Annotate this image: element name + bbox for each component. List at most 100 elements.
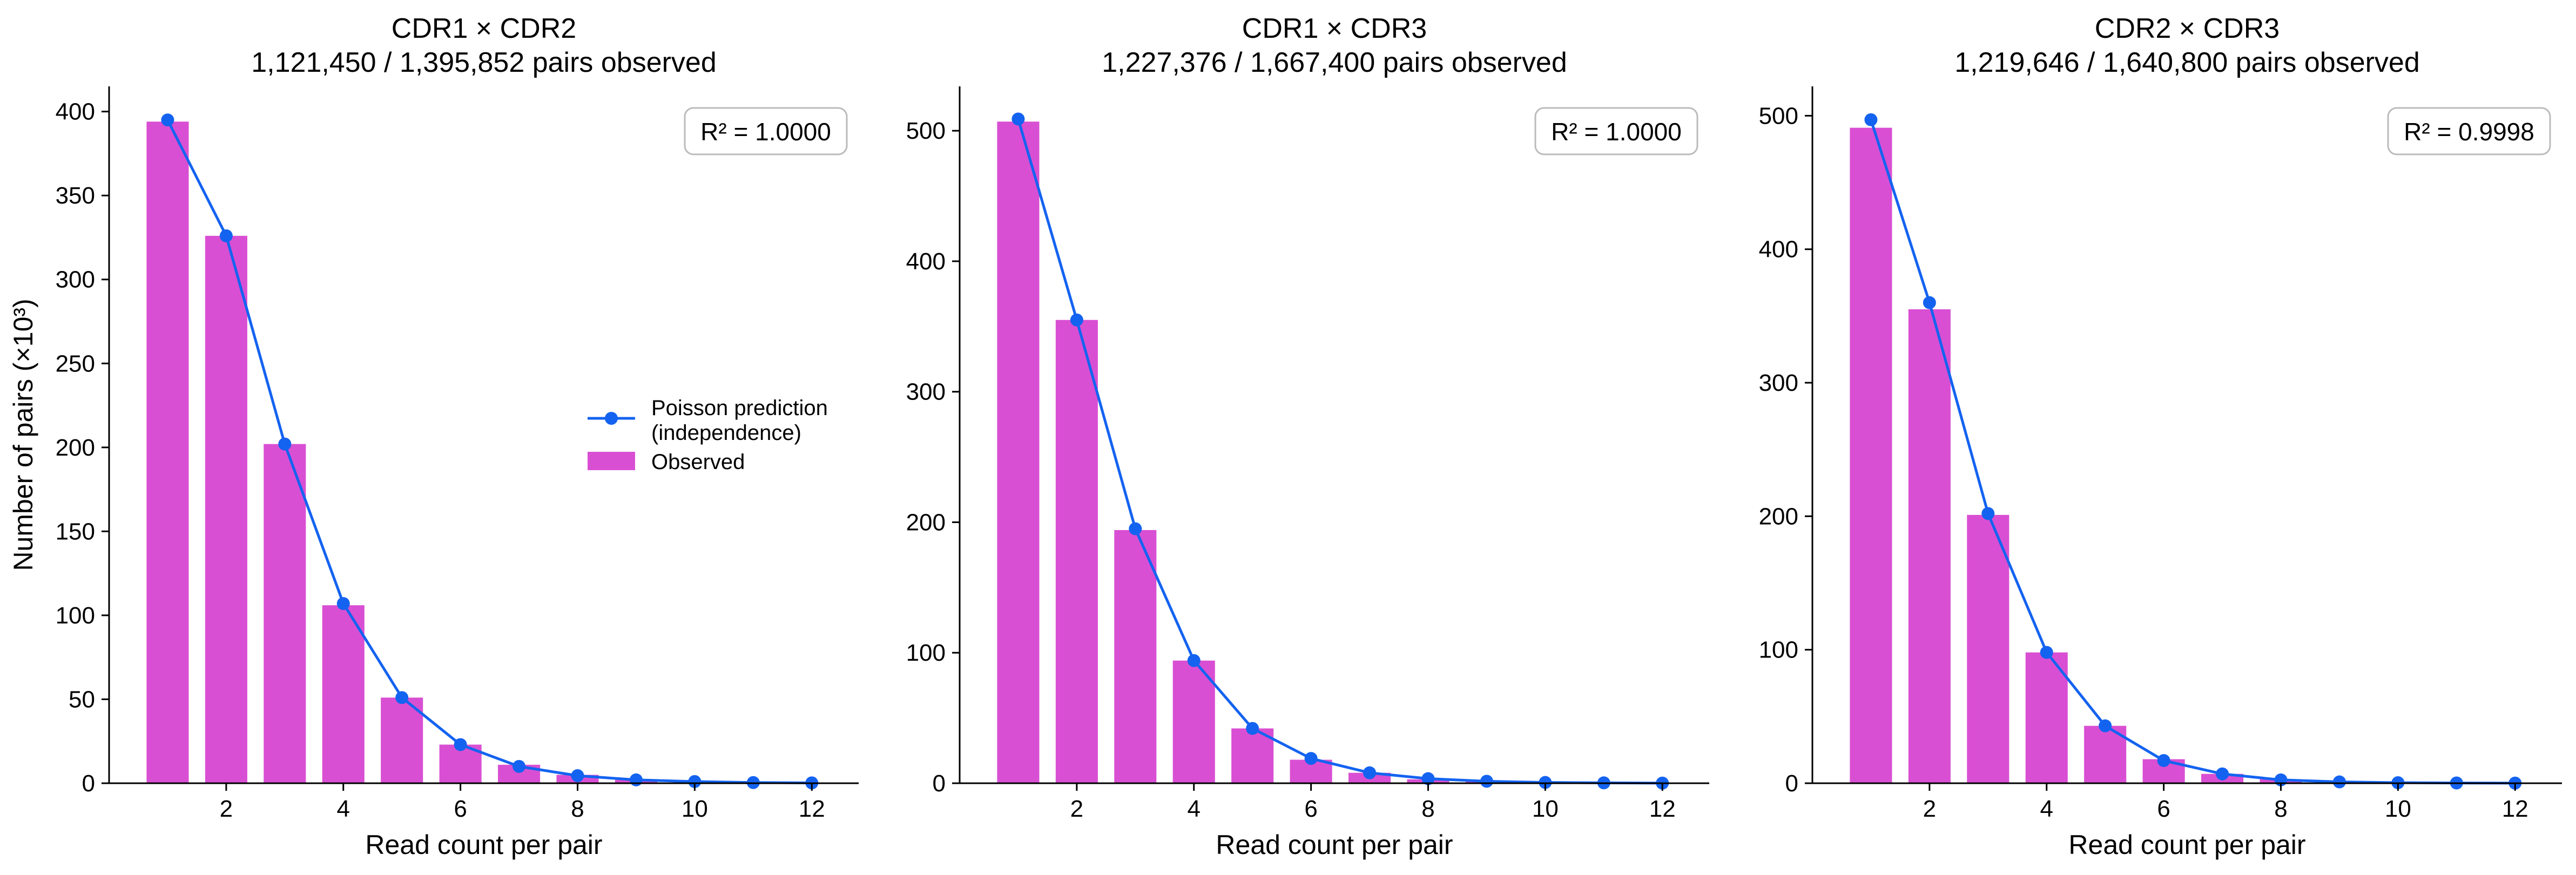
- y-tick-label: 100: [56, 602, 95, 629]
- observed-bar: [997, 121, 1040, 784]
- poisson-prediction-point: [1070, 313, 1083, 327]
- x-tick-label: 8: [571, 796, 584, 822]
- poisson-prediction-point: [512, 759, 526, 773]
- observed-bar: [1967, 514, 2009, 783]
- y-tick-label: 150: [56, 518, 95, 545]
- observed-bar: [1114, 530, 1157, 783]
- r-squared-box: [684, 107, 848, 155]
- r-squared-label: R² = 1.0000: [1551, 118, 1682, 146]
- y-tick-label: 250: [56, 350, 95, 377]
- y-tick-label: 200: [56, 435, 95, 461]
- y-tick-label: 400: [1759, 236, 1798, 263]
- y-tick-label: 100: [1759, 637, 1798, 663]
- y-tick-label: 350: [56, 182, 95, 209]
- poisson-prediction-point: [1187, 654, 1201, 667]
- x-tick-label: 8: [1421, 796, 1434, 822]
- x-tick-label: 12: [1649, 796, 1676, 822]
- poisson-prediction-point: [2332, 775, 2346, 789]
- poisson-prediction-point: [1981, 507, 1995, 520]
- poisson-prediction-point: [2157, 754, 2170, 767]
- chart-title: CDR1 × CDR2: [392, 13, 576, 44]
- observed-bar: [322, 605, 365, 783]
- x-tick-label: 2: [1923, 796, 1936, 822]
- poisson-prediction-point: [1363, 766, 1377, 779]
- y-tick-label: 0: [933, 770, 946, 797]
- poisson-prediction-point: [1864, 113, 1878, 126]
- y-tick-label: 50: [69, 686, 95, 713]
- x-axis-label: Read count per pair: [365, 830, 602, 860]
- poisson-prediction-point: [1246, 722, 1259, 735]
- poisson-prediction-point: [2216, 767, 2229, 781]
- y-tick-label: 300: [1759, 370, 1798, 396]
- chart-subtitle: 1,121,450 / 1,395,852 pairs observed: [251, 47, 717, 78]
- x-tick-label: 4: [2040, 796, 2053, 822]
- chart-title: CDR1 × CDR3: [1242, 13, 1427, 44]
- y-tick-label: 0: [82, 770, 95, 797]
- y-tick-label: 400: [56, 99, 95, 125]
- poisson-prediction-line: [166, 119, 812, 784]
- y-tick-label: 300: [906, 379, 946, 405]
- observed-bar: [1908, 309, 1951, 783]
- x-tick-label: 2: [1070, 796, 1083, 822]
- y-tick-label: 200: [1759, 503, 1798, 530]
- poisson-prediction-point: [161, 113, 174, 127]
- chart-legend: Poisson prediction(independence) Observed: [588, 396, 828, 474]
- y-tick-label: 0: [1785, 770, 1798, 797]
- r-squared-label: R² = 1.0000: [700, 118, 831, 146]
- r-squared-box: [2387, 107, 2551, 155]
- x-tick-label: 6: [454, 796, 467, 822]
- chart-subtitle: 1,219,646 / 1,640,800 pairs observed: [1954, 47, 2420, 78]
- x-tick-label: 6: [2157, 796, 2170, 822]
- x-tick-label: 10: [2385, 796, 2411, 822]
- x-tick-label: 8: [2274, 796, 2287, 822]
- poisson-prediction-point: [2040, 646, 2053, 659]
- poisson-prediction-point: [1480, 775, 1493, 788]
- x-tick-label: 4: [337, 796, 350, 822]
- poisson-prediction-point: [395, 691, 409, 704]
- y-tick-label: 500: [906, 118, 946, 144]
- observed-bar: [1172, 660, 1215, 783]
- legend-label-prediction-sub: (independence): [651, 421, 801, 445]
- x-tick-label: 4: [1188, 796, 1201, 822]
- observed-bar: [1055, 320, 1098, 783]
- chart-title: CDR2 × CDR3: [2095, 13, 2280, 44]
- r-squared-box: [1534, 107, 1698, 155]
- poisson-prediction-point: [1129, 522, 1142, 535]
- y-tick-label: 100: [906, 640, 946, 666]
- legend-label-observed: Observed: [651, 450, 745, 474]
- poisson-prediction-point: [688, 775, 702, 788]
- y-tick-label: 500: [1759, 103, 1798, 129]
- x-tick-label: 6: [1304, 796, 1317, 822]
- y-tick-label: 300: [56, 267, 95, 293]
- y-tick-label: 200: [906, 509, 946, 535]
- poisson-prediction-point: [1011, 112, 1025, 126]
- r-squared-label: R² = 0.9998: [2404, 118, 2534, 146]
- poisson-prediction-point: [1304, 752, 1318, 765]
- y-axis-label: Number of pairs (×10³): [8, 299, 38, 571]
- x-axis-label: Read count per pair: [1216, 830, 1453, 860]
- legend-label-prediction: Poisson prediction: [651, 396, 828, 420]
- x-axis-label: Read count per pair: [2068, 830, 2305, 860]
- observed-bar: [2025, 652, 2068, 783]
- x-tick-label: 2: [220, 796, 233, 822]
- y-tick-label: 400: [906, 248, 946, 275]
- x-tick-label: 10: [682, 796, 708, 822]
- x-tick-label: 12: [799, 796, 825, 822]
- legend-bar-swatch: [588, 452, 635, 470]
- poisson-prediction-point: [571, 769, 584, 783]
- observed-bar: [381, 697, 423, 783]
- poisson-prediction-point: [336, 597, 350, 611]
- observed-bar: [264, 444, 306, 783]
- poisson-prediction-point: [2099, 719, 2112, 732]
- poisson-prediction-point: [454, 738, 467, 751]
- poisson-prediction-point: [1923, 296, 1936, 309]
- poisson-prediction-point: [629, 773, 643, 786]
- poisson-prediction-point: [1421, 772, 1435, 785]
- observed-bar: [146, 121, 189, 783]
- legend-point-swatch: [605, 412, 618, 425]
- poisson-prediction-point: [219, 229, 233, 242]
